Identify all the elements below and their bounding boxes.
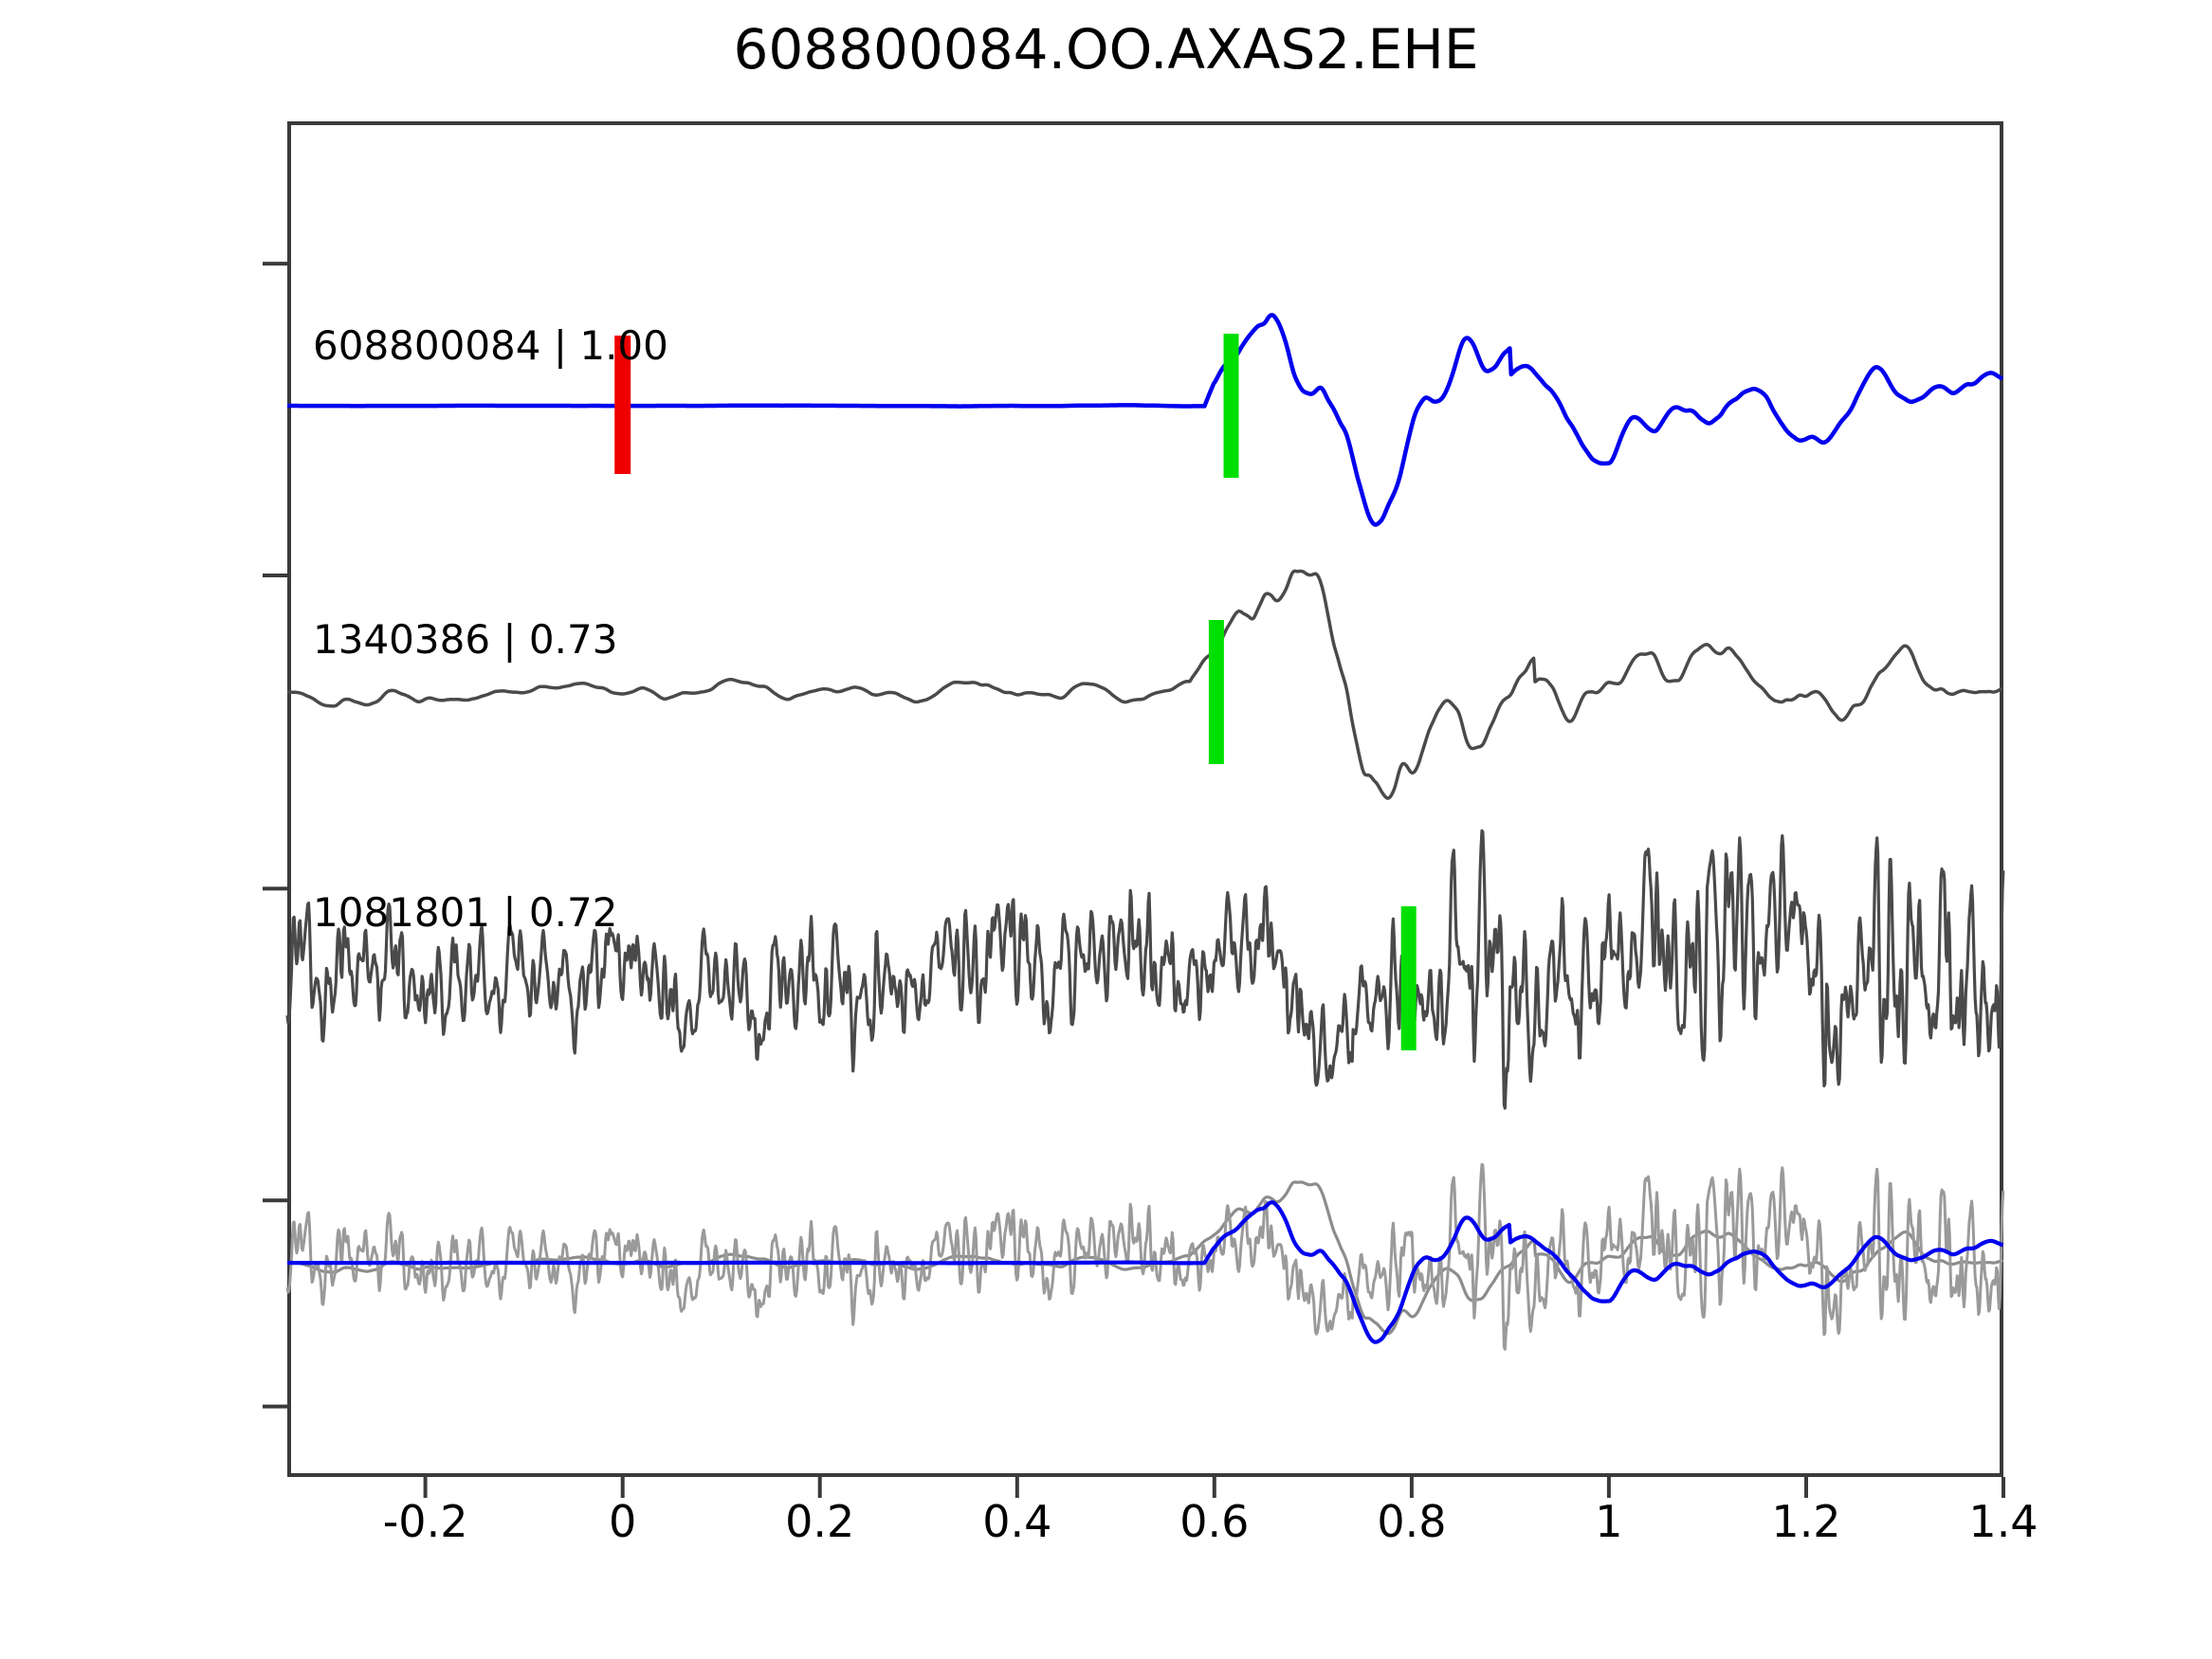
x-tick-label-4: 0.6 (1179, 1496, 1250, 1547)
phase-pick-marker-0 (1223, 334, 1239, 478)
x-tick-label-1: 0 (609, 1496, 637, 1547)
x-tick-label-2: 0.2 (785, 1496, 855, 1547)
phase-pick-marker-2 (1400, 906, 1417, 1050)
waveform-trace-1081801 (285, 829, 2005, 1110)
waveform-canvas (285, 313, 2005, 1351)
waveform-trace-608800084 (286, 313, 2004, 527)
trace-label-1340386: 1340386 | 0.73 (313, 616, 618, 663)
trace-label-608800084: 608800084 | 1.00 (313, 322, 668, 369)
origin-pick-marker-0 (614, 336, 631, 474)
x-tick-label-5: 0.8 (1377, 1496, 1447, 1547)
waveform-trace-1340386 (286, 569, 2003, 800)
x-tick-label-6: 1 (1595, 1496, 1623, 1547)
x-tick-label-0: -0.2 (382, 1496, 468, 1547)
plot-area (263, 121, 2005, 1498)
axis-ticks (263, 262, 2005, 1498)
x-tick-label-3: 0.4 (982, 1496, 1052, 1547)
phase-pick-marker-1 (1208, 620, 1224, 764)
overlay-trace-1081801 (285, 1162, 2005, 1351)
trace-label-1081801: 1081801 | 0.72 (313, 889, 618, 936)
x-tick-label-7: 1.2 (1771, 1496, 1841, 1547)
x-tick-label-8: 1.4 (1968, 1496, 2038, 1547)
page-title: 608800084.OO.AXAS2.EHE (733, 17, 1479, 82)
x-axis-tick-labels: -0.2 0 0.2 0.4 0.6 0.8 1 1.2 1.4 (287, 1496, 2038, 1562)
overlay-trace-608800084 (286, 1200, 2004, 1344)
